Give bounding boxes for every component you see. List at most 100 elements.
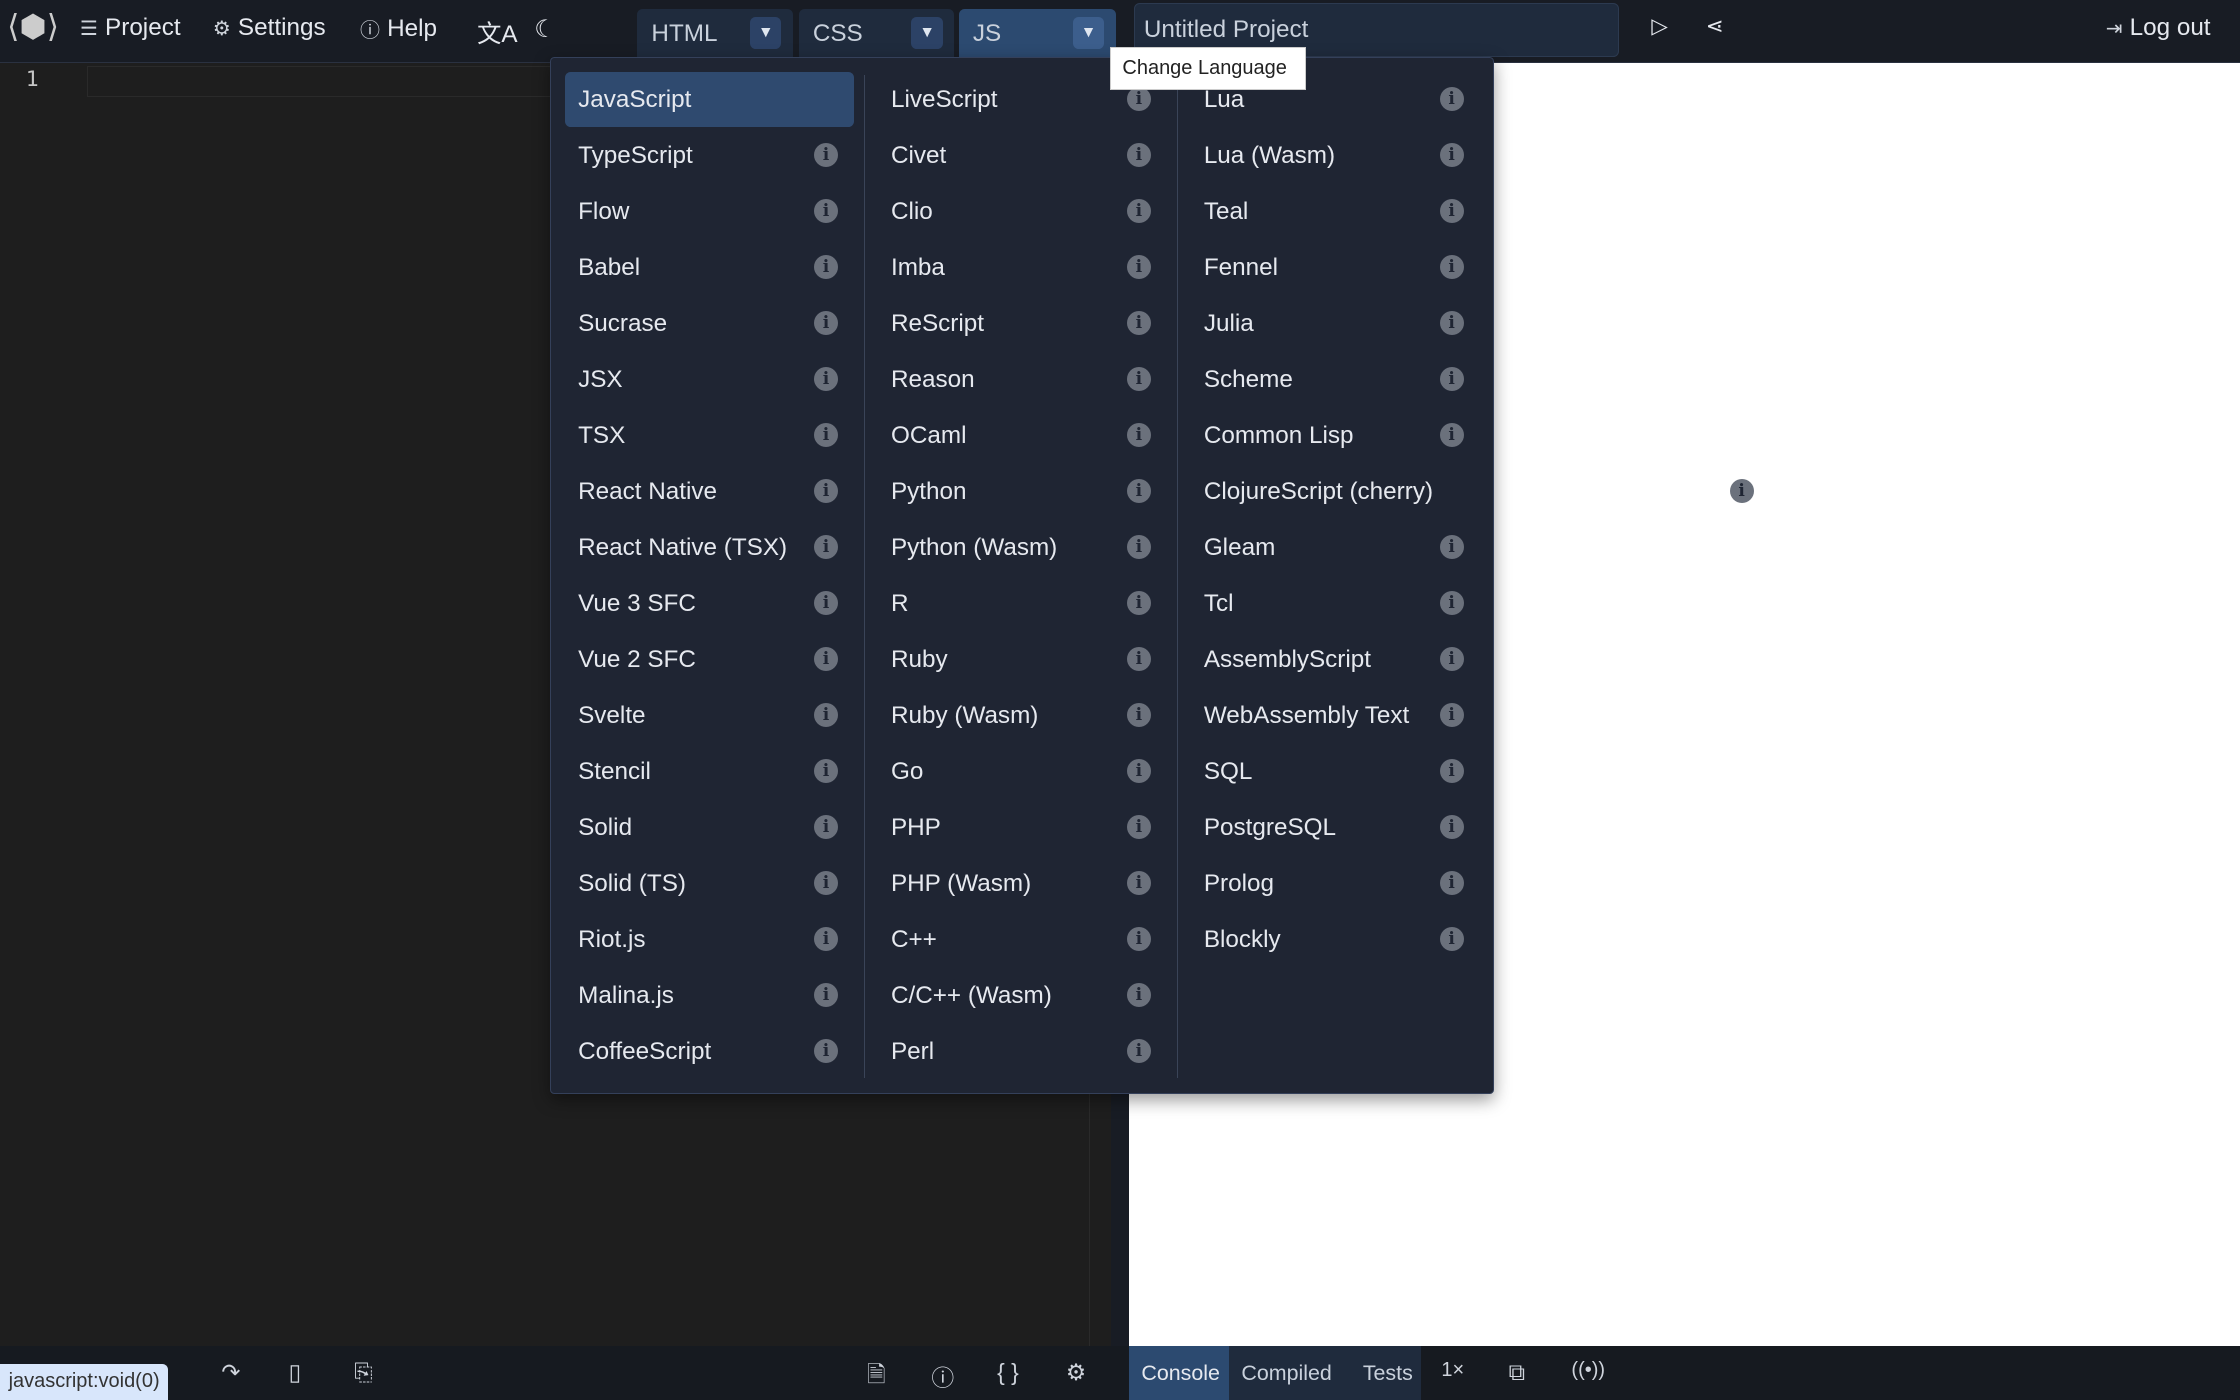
language-option[interactable]: PostgreSQL i — [1191, 800, 1480, 854]
info-icon[interactable]: i — [813, 646, 839, 671]
info-icon[interactable]: i — [813, 142, 839, 167]
open-in-new-window-icon[interactable]: ⧉ — [1508, 1358, 1525, 1385]
language-option[interactable]: LiveScript i — [878, 72, 1167, 126]
tab-compiled[interactable]: Compiled — [1228, 1345, 1350, 1400]
language-option[interactable]: ReScript i — [878, 296, 1167, 350]
info-icon[interactable]: i — [813, 534, 839, 559]
info-icon[interactable]: i — [1126, 870, 1151, 895]
language-option[interactable]: Solid i — [565, 800, 854, 854]
language-option[interactable]: Tcl i — [1191, 576, 1480, 630]
info-icon[interactable]: i — [1439, 814, 1464, 839]
chevron-down-icon[interactable]: ▼ — [1072, 17, 1105, 49]
info-icon[interactable]: i — [1439, 590, 1464, 615]
language-option[interactable]: Solid (TS) i — [565, 856, 854, 910]
info-icon[interactable]: i — [1126, 982, 1151, 1007]
language-option[interactable]: TSX i — [565, 408, 854, 462]
info-icon[interactable]: i — [1126, 422, 1151, 447]
info-icon[interactable]: i — [1439, 870, 1464, 895]
info-icon[interactable]: i — [813, 758, 839, 783]
language-option[interactable]: Gleam i — [1191, 520, 1480, 574]
info-icon[interactable]: i — [1126, 366, 1151, 391]
logout-button[interactable]: ⇥ Log out — [2106, 14, 2211, 42]
language-option[interactable]: Riot.js i — [565, 912, 854, 966]
language-option[interactable]: AssemblyScript i — [1191, 632, 1480, 686]
broadcast-icon[interactable]: ((•)) — [1571, 1358, 1606, 1381]
info-icon[interactable]: i — [813, 478, 839, 503]
external-resources-icon[interactable]: 🗎 — [867, 1360, 886, 1387]
language-option[interactable]: Vue 3 SFC i — [565, 576, 854, 630]
language-option[interactable]: Babel i — [565, 240, 854, 294]
translate-icon[interactable]: 文A — [477, 21, 518, 49]
tab-css[interactable]: CSS ▼ — [798, 8, 955, 60]
copy-icon[interactable]: ▯ — [288, 1358, 302, 1385]
language-option[interactable]: Vue 2 SFC i — [565, 632, 854, 686]
language-option[interactable]: Clio i — [878, 184, 1167, 238]
info-icon[interactable]: i — [1126, 198, 1151, 223]
language-option[interactable]: CoffeeScript i — [565, 1024, 854, 1078]
editor-settings-icon[interactable]: ⚙ — [1065, 1358, 1087, 1385]
info-icon[interactable]: i — [1439, 702, 1464, 727]
copy-as-url-icon[interactable]: ⎘ — [354, 1358, 373, 1385]
info-icon[interactable]: i — [1439, 254, 1464, 279]
info-icon[interactable]: i — [1126, 646, 1151, 671]
info-icon[interactable]: i — [1126, 142, 1151, 167]
tab-html[interactable]: HTML ▼ — [637, 8, 793, 60]
moon-icon[interactable]: ☾ — [534, 16, 557, 44]
info-icon[interactable]: i — [813, 870, 839, 895]
language-option[interactable]: PHP i — [878, 800, 1167, 854]
info-icon[interactable]: i — [1126, 254, 1151, 279]
info-icon[interactable]: i — [813, 702, 839, 727]
chevron-down-icon[interactable]: ▼ — [911, 17, 943, 49]
language-option[interactable]: Lua (Wasm) i — [1191, 128, 1480, 182]
info-icon[interactable]: i — [813, 254, 839, 279]
info-icon[interactable]: i — [1439, 926, 1464, 951]
speed-button[interactable]: 1× — [1441, 1358, 1465, 1381]
tab-tests[interactable]: Tests — [1349, 1345, 1422, 1400]
info-icon[interactable]: i — [1439, 422, 1464, 447]
language-option[interactable]: Teal i — [1191, 184, 1480, 238]
info-icon[interactable]: ⓘ — [931, 1364, 955, 1391]
info-icon[interactable]: i — [1126, 758, 1151, 783]
language-option[interactable]: Scheme i — [1191, 352, 1480, 406]
project-menu-button[interactable]: ☰ Project — [80, 14, 181, 42]
info-icon[interactable]: i — [813, 590, 839, 615]
info-icon[interactable]: i — [813, 310, 839, 335]
language-option[interactable]: Fennel i — [1191, 240, 1480, 294]
share-icon[interactable]: ⋖ — [1705, 14, 1724, 39]
language-option[interactable]: Prolog i — [1191, 856, 1480, 910]
language-option[interactable]: Malina.js i — [565, 968, 854, 1022]
language-option[interactable]: Perl i — [878, 1024, 1167, 1078]
redo-icon[interactable]: ↷ — [221, 1358, 241, 1385]
language-option[interactable]: Python i — [878, 464, 1167, 518]
info-icon[interactable]: i — [813, 198, 839, 223]
language-option[interactable]: Reason i — [878, 352, 1167, 406]
info-icon[interactable]: i — [813, 1038, 839, 1063]
format-icon[interactable]: { } — [997, 1358, 1019, 1385]
help-menu-button[interactable]: ⓘ Help — [360, 14, 437, 43]
language-option[interactable]: Ruby i — [878, 632, 1167, 686]
language-option[interactable]: Imba i — [878, 240, 1167, 294]
tab-js[interactable]: JS ▼ — [958, 8, 1116, 60]
project-title-input[interactable] — [1134, 2, 1619, 58]
info-icon[interactable]: i — [813, 366, 839, 391]
chevron-down-icon[interactable]: ▼ — [750, 17, 782, 49]
language-option[interactable]: SQL i — [1191, 744, 1480, 798]
language-option[interactable]: Julia i — [1191, 296, 1480, 350]
language-option[interactable]: JSX i — [565, 352, 854, 406]
info-icon[interactable]: i — [1126, 1038, 1151, 1063]
language-option[interactable]: TypeScript i — [565, 128, 854, 182]
language-option[interactable]: ClojureScript (cherry) i — [1191, 464, 1754, 518]
language-option[interactable]: Stencil i — [565, 744, 854, 798]
info-icon[interactable]: i — [1439, 198, 1464, 223]
language-option[interactable]: OCaml i — [878, 408, 1167, 462]
language-option[interactable]: Common Lisp i — [1191, 408, 1480, 462]
language-option[interactable]: PHP (Wasm) i — [878, 856, 1167, 910]
info-icon[interactable]: i — [813, 926, 839, 951]
language-option[interactable]: Go i — [878, 744, 1167, 798]
language-option[interactable]: Ruby (Wasm) i — [878, 688, 1167, 742]
language-option[interactable]: WebAssembly Text i — [1191, 688, 1480, 742]
language-option[interactable]: C/C++ (Wasm) i — [878, 968, 1167, 1022]
info-icon[interactable]: i — [1439, 534, 1464, 559]
language-option[interactable]: Civet i — [878, 128, 1167, 182]
language-option[interactable]: Lua i — [1191, 72, 1480, 126]
